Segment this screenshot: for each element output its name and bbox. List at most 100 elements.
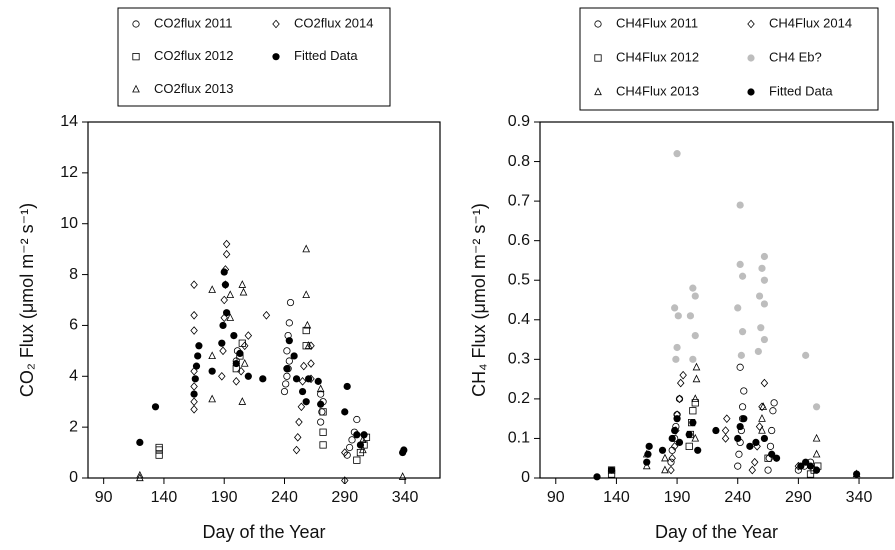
y-tick-label: 0.2	[508, 390, 530, 407]
point	[319, 441, 327, 449]
legend-label: Fitted Data	[769, 83, 833, 98]
point	[208, 367, 216, 375]
point	[191, 375, 199, 383]
point	[675, 438, 684, 446]
point	[240, 341, 249, 351]
point	[285, 319, 293, 327]
point	[689, 284, 697, 292]
legend-marker	[747, 19, 755, 29]
point	[736, 363, 744, 371]
x-tick-label: 340	[846, 489, 873, 506]
point	[341, 408, 349, 416]
point	[244, 372, 252, 380]
legend-label: CO2flux 2013	[154, 81, 234, 96]
x-axis-label: Day of the Year	[655, 522, 778, 542]
point	[319, 408, 327, 416]
point	[723, 414, 731, 423]
plot-frame	[539, 121, 894, 479]
point	[208, 351, 217, 360]
point	[398, 472, 407, 480]
y-tick-label: 6	[69, 317, 78, 334]
point	[341, 476, 349, 484]
point	[772, 454, 781, 462]
point	[755, 422, 764, 431]
legend-label: CO2flux 2014	[294, 15, 374, 30]
point	[853, 470, 861, 478]
point	[671, 304, 679, 312]
point	[314, 377, 322, 385]
point	[668, 434, 676, 443]
legend-marker	[132, 20, 140, 28]
point	[736, 422, 744, 431]
point	[667, 458, 675, 466]
point	[812, 433, 821, 442]
point	[806, 462, 815, 470]
point	[302, 326, 310, 335]
y-tick-label: 0.7	[508, 192, 530, 209]
point	[802, 458, 810, 466]
y-axis-label: CH₄ Flux (μmol m⁻² s⁻¹)	[469, 203, 489, 397]
point	[667, 465, 675, 475]
point	[155, 443, 163, 452]
point	[195, 342, 203, 350]
point	[734, 434, 742, 443]
point	[673, 415, 681, 423]
legend-marker	[747, 88, 755, 96]
legend-marker	[594, 20, 602, 28]
x-tick-label: 140	[603, 489, 630, 506]
point	[285, 357, 293, 365]
point	[769, 407, 777, 415]
point	[219, 346, 227, 356]
point	[754, 347, 762, 356]
point	[757, 324, 765, 332]
point	[760, 434, 769, 443]
point	[670, 442, 679, 451]
x-tick-label: 190	[211, 489, 238, 506]
point	[734, 304, 742, 312]
point	[755, 292, 764, 300]
point	[292, 445, 301, 455]
point	[190, 280, 198, 290]
point	[151, 403, 160, 411]
point	[735, 450, 743, 458]
y-tick-label: 12	[60, 164, 78, 181]
point	[675, 394, 684, 404]
legend-label: CO2flux 2012	[154, 48, 234, 63]
y-tick-label: 10	[60, 215, 78, 232]
point	[673, 343, 681, 352]
point	[190, 405, 198, 414]
x-tick-label: 90	[95, 489, 113, 506]
point	[685, 430, 693, 439]
point	[689, 355, 697, 363]
point	[222, 239, 231, 249]
x-tick-label: 290	[331, 489, 358, 506]
point	[316, 384, 325, 393]
point	[190, 397, 198, 407]
point	[689, 407, 697, 415]
point	[760, 276, 769, 284]
y-axis-label: CO₂ Flux (μmol m⁻² s⁻¹)	[17, 203, 37, 397]
point	[304, 341, 313, 349]
point	[262, 310, 271, 320]
point	[736, 201, 744, 209]
y-tick-label: 2	[69, 418, 78, 435]
point	[343, 382, 351, 391]
point	[691, 332, 699, 340]
x-tick-label: 290	[785, 489, 812, 506]
point	[298, 377, 307, 386]
point	[226, 290, 235, 299]
point	[302, 244, 311, 253]
point	[280, 387, 289, 396]
point	[220, 313, 228, 323]
point	[190, 366, 198, 376]
point	[226, 313, 235, 321]
legend-marker	[132, 84, 140, 93]
y-tick-label: 0	[69, 469, 78, 486]
point	[768, 450, 776, 458]
x-tick-label: 90	[547, 489, 565, 506]
point	[712, 426, 720, 435]
point	[760, 378, 769, 388]
point	[644, 450, 652, 458]
point	[259, 375, 267, 383]
point	[286, 298, 295, 307]
